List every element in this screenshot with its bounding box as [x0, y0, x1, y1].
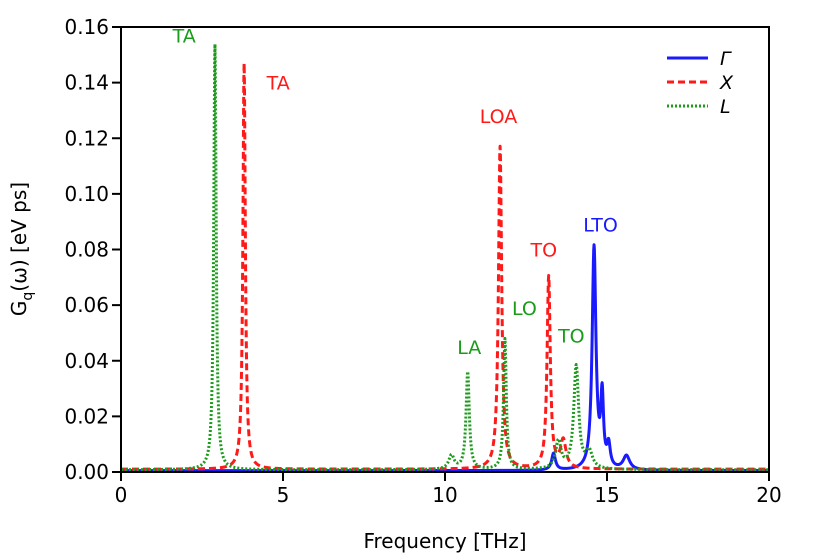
x-tick-label: 20 — [756, 483, 781, 507]
x-tick-label: 15 — [594, 483, 619, 507]
y-tick-label: 0.12 — [64, 126, 109, 150]
y-tick-label: 0.10 — [64, 182, 109, 206]
y-tick-label: 0.14 — [64, 71, 109, 95]
ticks-layer: 0 5 10 15 20 0.00 0.02 0.04 0.06 0.08 0.10 0.12 0.14… — [64, 15, 781, 507]
x-tick-label: 0 — [115, 483, 128, 507]
x-axis-label: Frequency [THz] — [363, 529, 526, 553]
peak-annotation: LOA — [480, 106, 518, 128]
x-tick-label: 5 — [277, 483, 290, 507]
plot-frame — [120, 26, 770, 473]
annotations-layer: TA TA LOA TO LTO LO LA TO — [172, 25, 618, 359]
legend: ΓXL — [667, 48, 734, 118]
peak-annotation: LO — [512, 298, 537, 320]
y-tick-label: 0.08 — [64, 238, 109, 262]
y-tick-label: 0.00 — [64, 460, 109, 484]
y-axis-label-main: G — [7, 301, 31, 317]
y-tick-label: 0.06 — [64, 293, 109, 317]
y-axis-label-rest: (ω) [eV ps] — [7, 182, 31, 292]
x-tick-label: 10 — [432, 483, 457, 507]
y-tick-label: 0.04 — [64, 349, 109, 373]
legend-label: L — [720, 96, 731, 118]
y-tick-label: 0.02 — [64, 404, 109, 428]
peak-annotation: TO — [530, 239, 558, 261]
peak-annotation: TA — [172, 25, 196, 47]
peak-annotation: LTO — [583, 214, 618, 236]
series-line-dotted — [119, 42, 771, 472]
series-line-dashed — [119, 61, 771, 471]
series-layer — [119, 42, 771, 473]
y-tick-label: 0.16 — [64, 15, 109, 39]
y-axis-label-sub: q — [20, 292, 36, 301]
legend-label: Γ — [720, 48, 732, 70]
y-axis-label: Gq(ω) [eV ps] — [7, 182, 36, 316]
peak-annotation: TA — [266, 73, 290, 95]
peak-annotation: LA — [457, 337, 481, 359]
peak-annotation: TO — [557, 326, 585, 348]
legend-label: X — [719, 72, 734, 94]
